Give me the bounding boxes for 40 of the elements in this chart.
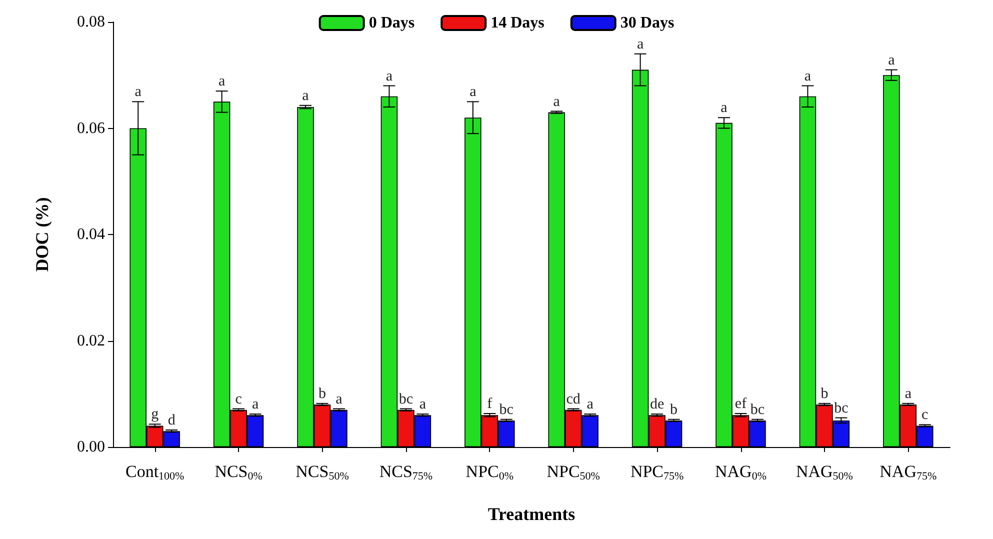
legend-label: 30 Days [620,14,674,32]
data-label: a [419,396,426,413]
y-axis-title: DOC (%) [32,197,52,272]
y-tick-label: 0.06 [77,120,105,137]
data-label: g [151,406,160,423]
data-label: a [386,68,393,84]
data-label: b [670,402,678,418]
data-label: bc [499,402,514,418]
data-label: a [804,68,812,84]
data-label: b [318,386,326,402]
legend-label: 14 Days [490,14,544,32]
data-label: a [586,396,594,413]
data-label: a [336,391,343,408]
data-label: de [650,396,664,413]
y-tick-label: 0.08 [77,14,105,30]
data-label: a [636,36,644,52]
data-label: b [820,386,828,402]
data-label: c [235,391,242,408]
data-label: bc [398,391,414,408]
data-label: a [302,88,310,104]
data-label: d [168,412,176,428]
y-tick-label: 0.02 [77,332,105,350]
data-label: c [922,407,929,424]
data-label: a [134,84,142,100]
data-label: bc [750,402,765,418]
legend-label: 0 Days [368,14,415,32]
data-label: f [487,396,492,412]
data-label: a [904,386,912,402]
data-label: cd [566,391,581,408]
data-label: a [720,100,728,116]
data-label: a [888,52,896,68]
data-label: a [553,94,560,110]
data-label: bc [834,400,849,416]
data-label: ef [734,396,747,412]
data-label: a [218,74,226,90]
y-tick-label: 0.04 [77,226,105,243]
data-label: a [470,84,477,100]
data-label: a [252,396,259,413]
x-axis-title: Treatments [488,504,576,524]
y-tick-label: 0.00 [77,438,105,456]
